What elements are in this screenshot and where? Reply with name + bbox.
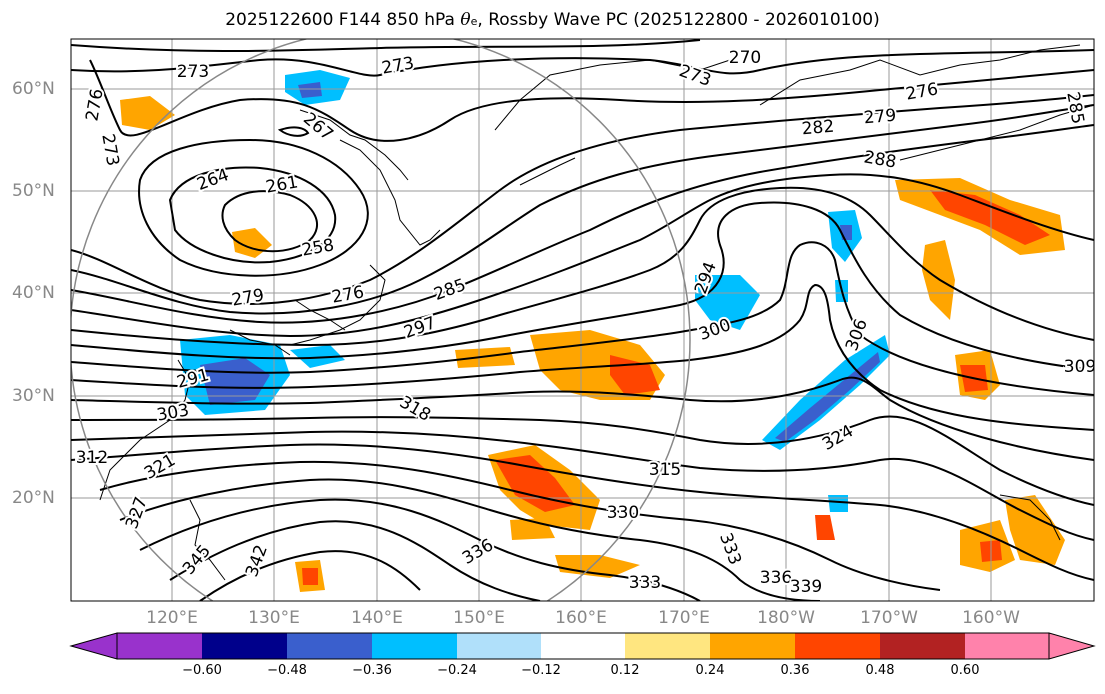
colorbar-bin — [117, 633, 202, 659]
colorbar-bin — [372, 633, 457, 659]
lat-label: 60°N — [12, 79, 55, 99]
colorbar-tick-label: 0.48 — [865, 663, 895, 678]
colorbar-bin — [710, 633, 795, 659]
contour-label: 279 — [863, 106, 897, 129]
colorbar-bin — [541, 633, 625, 659]
contour-label: 333 — [629, 573, 661, 593]
lat-label: 40°N — [12, 283, 55, 303]
lon-label: 120°E — [146, 608, 198, 628]
lon-label: 140°E — [351, 608, 403, 628]
contour-label: 312 — [76, 448, 108, 468]
colorbar-tick-label: 0.24 — [695, 663, 725, 678]
plot-frame — [70, 38, 1095, 602]
colorbar-bin — [202, 633, 287, 659]
colorbar-tick-label: −0.60 — [182, 663, 222, 678]
colorbar-extend-low — [69, 632, 118, 660]
lon-label: 180°W — [757, 608, 815, 628]
contour-label: 273 — [177, 62, 209, 82]
lon-label: 150°E — [453, 608, 505, 628]
colorbar-bin — [625, 633, 710, 659]
contour-label: 282 — [801, 117, 835, 140]
reference-circle — [71, 39, 691, 601]
colorbar-tick-label: 0.60 — [950, 663, 980, 678]
colorbar-bin — [880, 633, 965, 659]
lon-label: 170°W — [860, 608, 918, 628]
lon-label: 160°W — [962, 608, 1020, 628]
colorbar-tick-label: −0.24 — [437, 663, 477, 678]
colorbar-tick-label: 0.36 — [780, 663, 810, 678]
colorbar-frame — [116, 632, 1050, 660]
lat-label: 30°N — [12, 386, 55, 406]
colorbar-bin — [795, 633, 880, 659]
lat-label: 20°N — [12, 488, 55, 508]
colorbar — [69, 632, 1096, 660]
contour-label: 309 — [1064, 357, 1096, 377]
colorbar-tick-label: −0.48 — [267, 663, 307, 678]
contour-label: 336 — [760, 568, 792, 588]
lat-label: 50°N — [12, 181, 55, 201]
lon-label: 130°E — [248, 608, 300, 628]
contour-label: 339 — [790, 577, 822, 597]
colorbar-extend-high — [1048, 632, 1096, 660]
colorbar-tick-label: 0.12 — [610, 663, 640, 678]
contour-label: 276 — [82, 87, 107, 122]
colorbar-tick-label: −0.36 — [352, 663, 392, 678]
contour-label: 330 — [607, 503, 639, 523]
theta-e-contours — [71, 39, 1094, 601]
map-title: 2025122600 F144 850 hPa θe, Rossby Wave … — [225, 10, 880, 30]
contour-label: 315 — [649, 460, 681, 480]
graticule — [71, 39, 1094, 601]
lon-label: 170°E — [658, 608, 710, 628]
colorbar-tick-label: −0.12 — [521, 663, 561, 678]
colorbar-bin — [965, 633, 1049, 659]
colorbar-bin — [457, 633, 541, 659]
colorbar-bin — [287, 633, 372, 659]
lon-label: 160°E — [555, 608, 607, 628]
contour-label: 270 — [729, 48, 761, 68]
